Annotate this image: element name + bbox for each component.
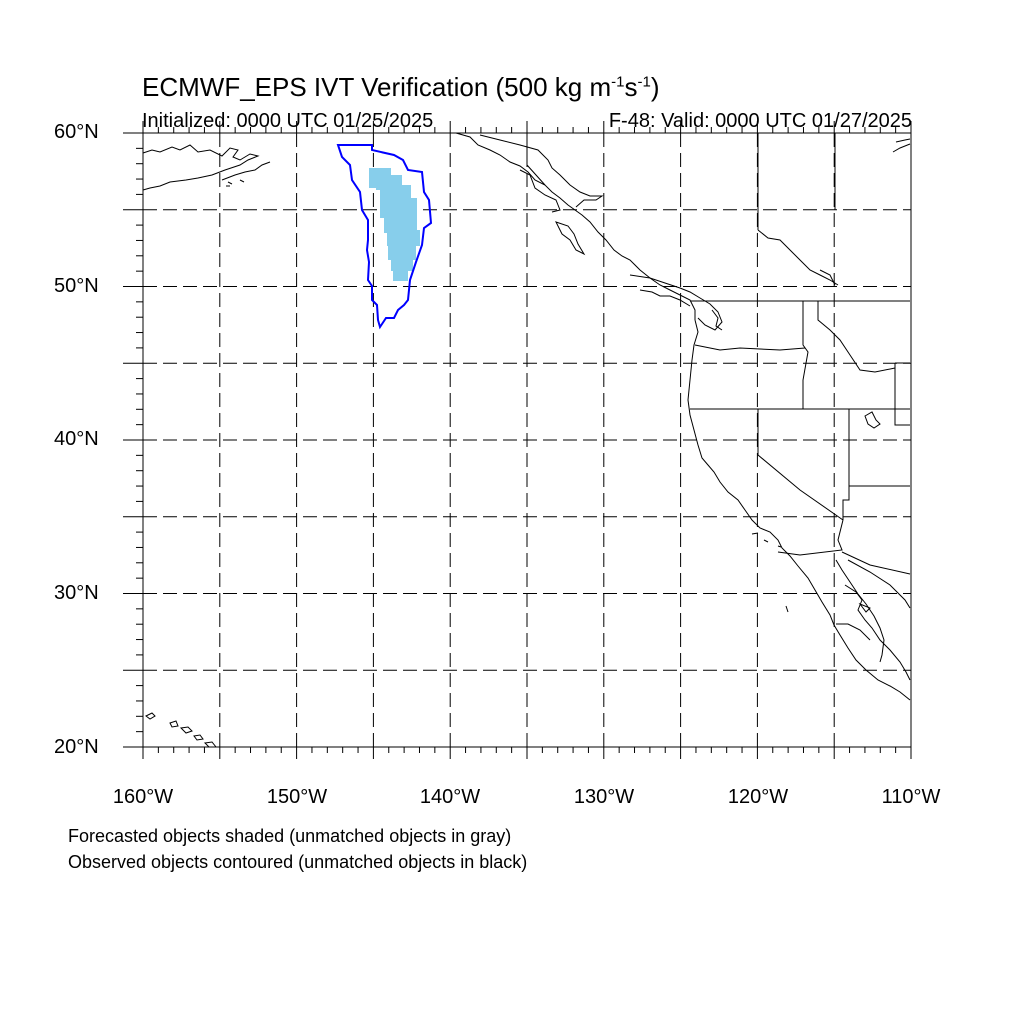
lon-label-150w: 150°W xyxy=(266,786,328,808)
map-title: ECMWF_EPS IVT Verification (500 kg m-1s-… xyxy=(142,72,660,102)
lat-label-40: 40°N xyxy=(54,428,99,450)
forecast-object xyxy=(369,168,420,281)
lat-label-30: 30°N xyxy=(54,582,99,604)
political-borders xyxy=(526,133,911,641)
lon-label-140w: 140°W xyxy=(419,786,481,808)
map-frame xyxy=(142,132,912,748)
lat-label-50: 50°N xyxy=(54,275,99,297)
axis-ticks xyxy=(123,121,912,759)
caption-observed: Observed objects contoured (unmatched ob… xyxy=(68,852,528,872)
coastlines xyxy=(142,132,911,748)
observed-object-contour xyxy=(336,144,433,330)
valid-time: F-48: Valid: 0000 UTC 01/27/2025 xyxy=(608,110,912,132)
lat-label-20: 20°N xyxy=(54,736,99,758)
lon-label-110w: 110°W xyxy=(881,786,941,808)
lat-label-60: 60°N xyxy=(54,121,99,143)
lon-label-130w: 130°W xyxy=(573,786,635,808)
caption-forecast: Forecasted objects shaded (unmatched obj… xyxy=(68,826,512,846)
lon-label-160w: 160°W xyxy=(112,786,174,808)
lon-label-120w: 120°W xyxy=(727,786,789,808)
initialized-time: Initialized: 0000 UTC 01/25/2025 xyxy=(142,110,434,132)
lat-lon-grid xyxy=(143,133,911,747)
